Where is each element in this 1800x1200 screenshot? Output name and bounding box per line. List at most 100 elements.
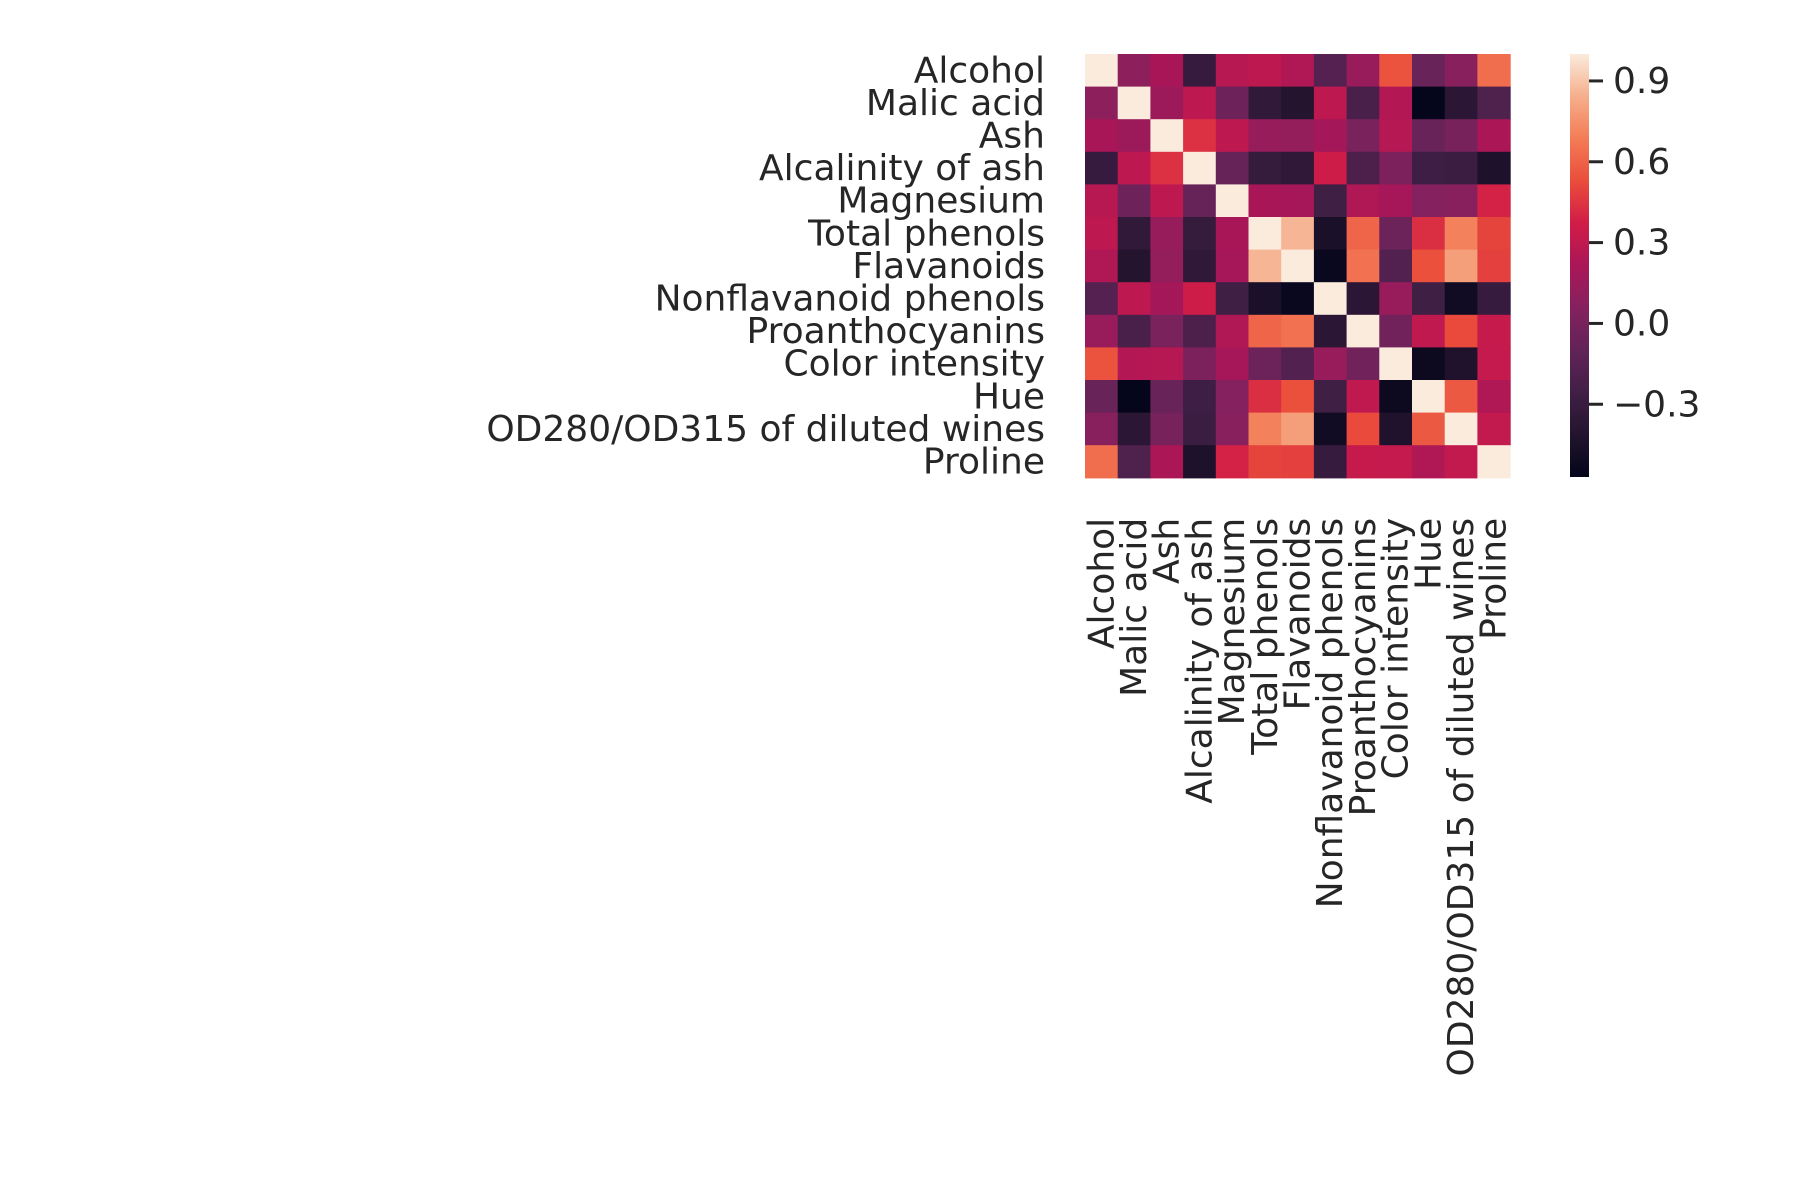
row-tick-label: Color intensity <box>783 344 1045 385</box>
heatmap-cell <box>1346 54 1380 88</box>
heatmap-cell <box>1346 412 1380 446</box>
row-tick-label: Magnesium <box>837 181 1045 222</box>
heatmap-cell <box>1313 347 1348 381</box>
heatmap-cell <box>1379 86 1413 120</box>
heatmap-cell <box>1215 54 1250 88</box>
heatmap-cell <box>1183 314 1217 348</box>
heatmap-cell <box>1379 184 1413 218</box>
heatmap-cell <box>1346 217 1380 251</box>
heatmap-cell <box>1117 249 1151 283</box>
heatmap-cell <box>1281 86 1315 120</box>
heatmap-cell <box>1085 151 1119 185</box>
heatmap-cell <box>1412 217 1446 251</box>
heatmap-cell <box>1313 380 1348 414</box>
heatmap-cell <box>1215 412 1250 446</box>
heatmap-cell <box>1117 314 1151 348</box>
column-tick-label: Proanthocyanins <box>1343 518 1384 817</box>
heatmap-cell <box>1248 119 1282 153</box>
heatmap-cell <box>1412 86 1446 120</box>
heatmap-cell <box>1281 380 1315 414</box>
heatmap-cell <box>1477 151 1511 185</box>
row-tick-label: Flavanoids <box>852 246 1045 287</box>
heatmap-cell <box>1183 217 1217 251</box>
heatmap-cell <box>1183 151 1217 185</box>
heatmap-cell <box>1412 282 1446 316</box>
heatmap-cell <box>1379 249 1413 283</box>
heatmap-cell <box>1085 217 1119 251</box>
heatmap-cell <box>1117 86 1151 120</box>
heatmap-cell <box>1281 217 1315 251</box>
heatmap-cell <box>1215 445 1250 479</box>
heatmap-cell <box>1085 249 1119 283</box>
heatmap-cell <box>1444 151 1478 185</box>
colorbar-tick-label: 0.6 <box>1613 142 1670 183</box>
row-tick-label: Proline <box>923 442 1045 483</box>
colorbar <box>1570 54 1589 477</box>
heatmap-cell <box>1346 380 1380 414</box>
colorbar-tick-label: 0.0 <box>1613 303 1670 344</box>
heatmap-cell <box>1346 314 1380 348</box>
row-tick-label: Hue <box>973 376 1045 417</box>
heatmap-cell <box>1150 282 1184 316</box>
heatmap-cell <box>1444 86 1478 120</box>
heatmap-cell <box>1444 249 1478 283</box>
heatmap-cell <box>1281 412 1315 446</box>
heatmap-cell <box>1412 412 1446 446</box>
column-tick-label: OD280/OD315 of diluted wines <box>1441 518 1482 1077</box>
column-tick-label: Magnesium <box>1212 518 1253 726</box>
heatmap-cell <box>1215 347 1250 381</box>
row-tick-label: Nonflavanoid phenols <box>655 279 1045 320</box>
heatmap-cell <box>1313 314 1348 348</box>
heatmap-cell <box>1150 184 1184 218</box>
heatmap-cell <box>1477 380 1511 414</box>
heatmap-cell <box>1313 151 1348 185</box>
heatmap-cell <box>1117 282 1151 316</box>
heatmap-cell <box>1248 249 1282 283</box>
heatmap-cell <box>1183 282 1217 316</box>
heatmap-cell <box>1346 347 1380 381</box>
heatmap-cell <box>1150 314 1184 348</box>
row-tick-label: Alcohol <box>914 50 1045 91</box>
heatmap-cell <box>1183 54 1217 88</box>
heatmap-cell <box>1085 412 1119 446</box>
heatmap-cell <box>1248 151 1282 185</box>
heatmap-cell <box>1346 445 1380 479</box>
heatmap-cell <box>1313 54 1348 88</box>
heatmap-cell <box>1281 151 1315 185</box>
heatmap-cell <box>1183 412 1217 446</box>
heatmap-cell <box>1477 217 1511 251</box>
heatmap-cell <box>1150 412 1184 446</box>
heatmap-cell <box>1183 249 1217 283</box>
heatmap-cell <box>1477 54 1511 88</box>
heatmap-cell <box>1183 184 1217 218</box>
heatmap-cell <box>1313 119 1348 153</box>
heatmap-cell <box>1281 282 1315 316</box>
heatmap-cell <box>1248 86 1282 120</box>
heatmap-cell <box>1085 54 1119 88</box>
heatmap-cell <box>1150 249 1184 283</box>
column-tick-label: Nonflavanoid phenols <box>1310 518 1351 908</box>
heatmap-cell <box>1346 86 1380 120</box>
heatmap-cell <box>1085 314 1119 348</box>
column-tick-label: Total phenols <box>1245 518 1286 756</box>
heatmap-cell <box>1281 184 1315 218</box>
heatmap-cell <box>1215 380 1250 414</box>
heatmap-cell <box>1183 380 1217 414</box>
heatmap-cell <box>1444 412 1478 446</box>
column-tick-label: Ash <box>1147 518 1188 584</box>
heatmap-cell <box>1215 314 1250 348</box>
heatmap-cell <box>1248 314 1282 348</box>
row-tick-label: Total phenols <box>807 213 1045 254</box>
heatmap-cell <box>1412 184 1446 218</box>
heatmap-cell <box>1346 119 1380 153</box>
heatmap-cell <box>1085 119 1119 153</box>
heatmap-cell <box>1281 54 1315 88</box>
heatmap-cell <box>1150 380 1184 414</box>
heatmap-cell <box>1085 282 1119 316</box>
heatmap-cell <box>1346 282 1380 316</box>
heatmap-cell <box>1477 184 1511 218</box>
heatmap-cell <box>1379 119 1413 153</box>
heatmap-cell <box>1215 151 1250 185</box>
